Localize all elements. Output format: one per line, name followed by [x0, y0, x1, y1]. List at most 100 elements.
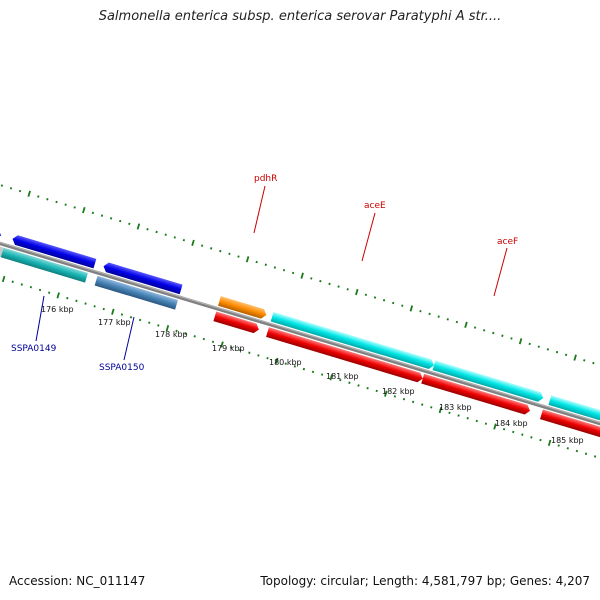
kbp-label: 178 kbp — [155, 330, 188, 339]
minor-tick — [320, 373, 324, 376]
minor-tick — [84, 302, 87, 305]
minor-tick — [128, 222, 131, 226]
minor-tick — [93, 305, 96, 308]
minor-tick — [473, 326, 477, 329]
genome-stats-text: Topology: circular; Length: 4,581,797 bp… — [260, 574, 590, 588]
minor-tick — [393, 395, 397, 398]
outer-tick-row — [0, 184, 595, 365]
minor-tick — [266, 356, 269, 360]
kbp-labels: 176 kbp 177 kbp 178 kbp 179 kbp 180 kbp … — [41, 305, 584, 445]
minor-tick — [248, 351, 251, 354]
gene-blue-fwd-1[interactable] — [0, 221, 2, 240]
major-tick — [165, 325, 170, 332]
minor-tick — [37, 195, 40, 198]
minor-tick — [593, 455, 597, 458]
major-tick — [493, 423, 497, 430]
major-tick — [111, 308, 115, 315]
minor-tick — [521, 433, 524, 436]
minor-tick — [584, 452, 588, 455]
minor-tick — [328, 282, 331, 286]
gene-label-pdhR[interactable]: pdhR — [254, 174, 277, 184]
minor-tick — [193, 335, 196, 338]
gene-label-aceE[interactable]: aceE — [364, 201, 386, 211]
minor-tick — [530, 436, 533, 439]
minor-tick — [18, 189, 22, 193]
minor-tick — [512, 430, 515, 434]
minor-tick — [446, 318, 449, 321]
gene-red-rev-4[interactable] — [540, 409, 600, 445]
major-tick — [300, 272, 304, 279]
major-tick — [191, 239, 195, 247]
minor-tick — [291, 271, 295, 275]
minor-tick — [402, 397, 406, 401]
minor-tick — [382, 299, 386, 302]
major-tick — [27, 190, 31, 197]
minor-tick — [419, 309, 422, 313]
minor-tick — [430, 406, 433, 409]
minor-tick — [583, 359, 586, 362]
minor-tick — [173, 236, 176, 239]
major-tick — [518, 338, 523, 345]
major-tick — [274, 357, 279, 365]
backbone-line — [0, 223, 600, 440]
minor-tick — [337, 285, 340, 288]
minor-tick — [457, 414, 460, 417]
gene-label-SSPA0150[interactable]: SSPA0150 — [99, 363, 145, 373]
gene-red-aceF-rev[interactable] — [421, 373, 531, 416]
minor-tick — [421, 403, 424, 406]
gene-cyan-aceE[interactable] — [270, 311, 436, 370]
gene-label-aceF[interactable]: aceF — [497, 237, 518, 247]
accession-text: Accession: NC_011147 — [9, 574, 146, 588]
minor-tick — [555, 350, 559, 354]
minor-tick — [91, 211, 95, 215]
major-tick — [355, 288, 359, 296]
gene-teal-SSPA0149[interactable] — [0, 247, 88, 283]
minor-tick — [428, 312, 431, 316]
minor-tick — [237, 255, 240, 258]
minor-tick — [46, 198, 49, 201]
major-tick — [384, 390, 388, 397]
minor-tick — [175, 329, 178, 333]
gene-label-SSPA0149[interactable]: SSPA0149 — [11, 344, 57, 354]
minor-tick — [375, 389, 378, 393]
minor-tick — [273, 266, 277, 269]
kbp-label: 181 kbp — [326, 372, 359, 381]
minor-tick — [164, 233, 167, 236]
minor-tick — [357, 384, 360, 387]
minor-tick — [401, 304, 404, 307]
minor-tick — [566, 447, 569, 450]
gene-red-aceE-rev[interactable] — [266, 327, 424, 383]
minor-tick — [310, 277, 313, 280]
minor-tick — [146, 228, 149, 231]
minor-tick — [102, 307, 105, 311]
minor-tick — [455, 320, 459, 324]
gene-red-pdhR-rev[interactable] — [213, 311, 260, 335]
minor-tick — [210, 247, 213, 250]
minor-tick — [484, 422, 488, 425]
minor-tick — [364, 293, 368, 297]
minor-tick — [492, 331, 495, 335]
minor-tick — [184, 332, 187, 335]
gene-steel-SSPA0150[interactable] — [94, 275, 178, 310]
major-tick — [573, 354, 577, 361]
gene-blue-fwd-3[interactable] — [102, 261, 183, 295]
minor-tick — [211, 340, 215, 344]
gene-cyan-fwd-4[interactable] — [548, 395, 600, 430]
minor-tick — [155, 230, 158, 234]
minor-tick — [311, 370, 315, 374]
minor-tick — [20, 283, 23, 286]
gene-orange-pdhR[interactable] — [218, 296, 268, 320]
major-tick — [438, 406, 443, 414]
major-tick — [464, 321, 468, 328]
major-tick — [220, 341, 224, 348]
minor-tick — [557, 444, 560, 447]
minor-tick — [120, 313, 124, 316]
minor-tick — [346, 288, 349, 291]
gene-blue-fwd-2[interactable] — [11, 234, 97, 269]
gene-cyan-aceF[interactable] — [432, 360, 545, 403]
kbp-label: 183 kbp — [439, 403, 472, 412]
minor-tick — [75, 299, 78, 303]
minor-tick — [282, 269, 286, 272]
kbp-label: 180 kbp — [269, 358, 302, 367]
major-tick — [1, 275, 6, 283]
